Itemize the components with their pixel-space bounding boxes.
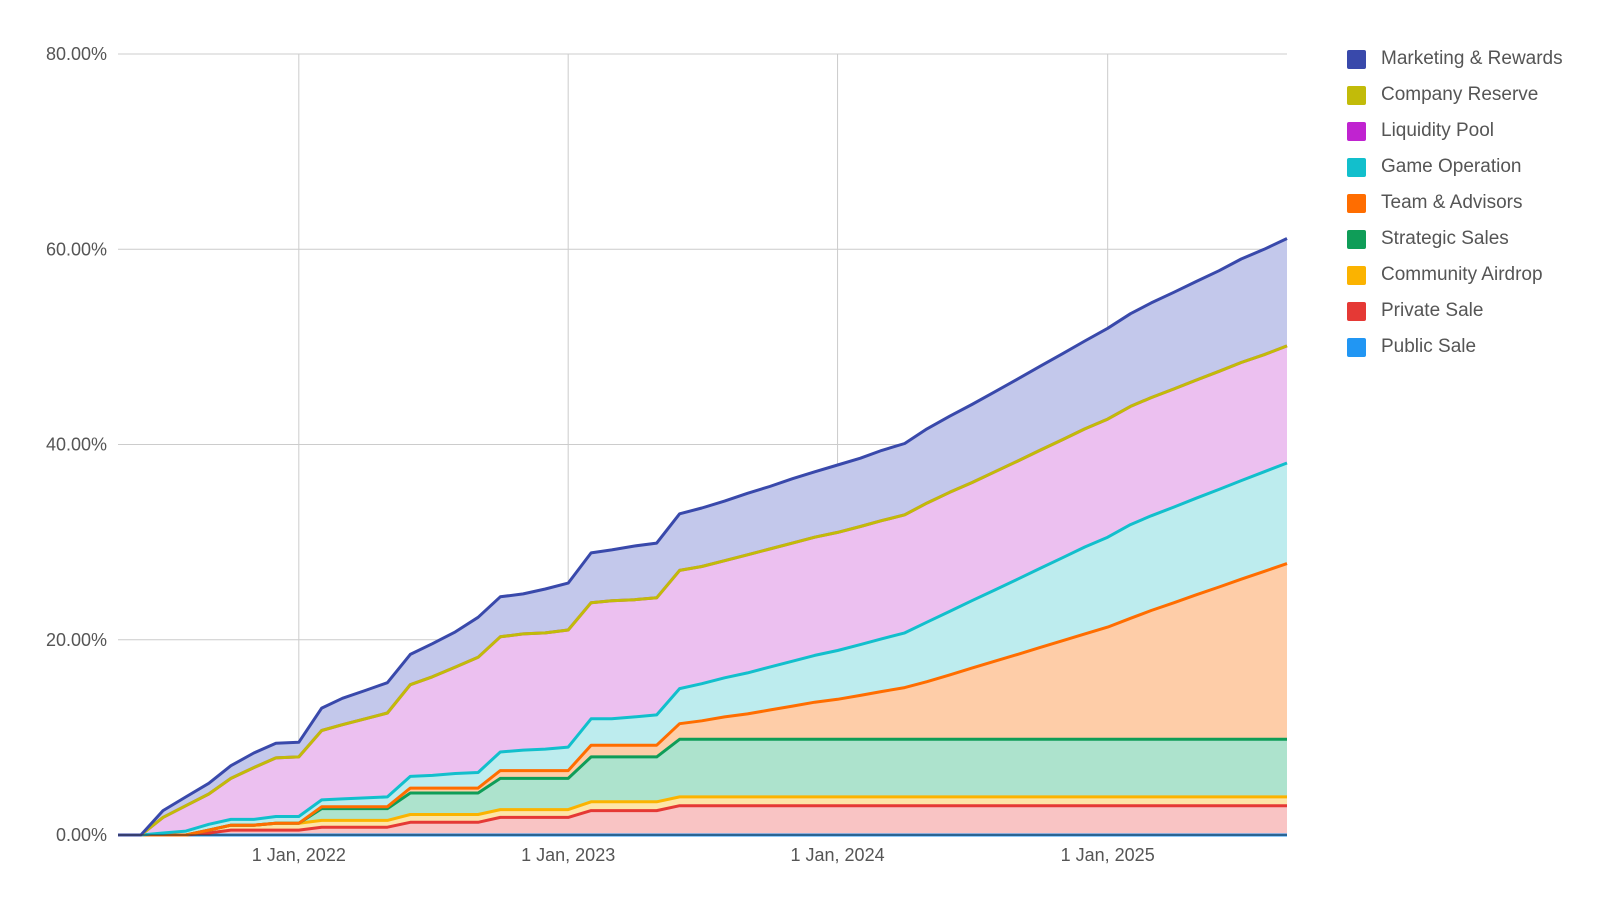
legend-label: Strategic Sales xyxy=(1381,228,1509,249)
axes: 0.00% 20.00% 40.00% 60.00% 80.00% 1 Jan, 2022… xyxy=(46,44,1287,865)
legend-item: Private Sale xyxy=(1347,293,1563,329)
legend-label: Game Operation xyxy=(1381,156,1522,177)
legend-label: Private Sale xyxy=(1381,300,1484,321)
legend-item: Company Reserve xyxy=(1347,77,1563,113)
legend-item: Marketing & Rewards xyxy=(1347,41,1563,77)
line-team-advisors xyxy=(118,562,1288,837)
line-private-sale xyxy=(118,804,1287,837)
legend-item: Liquidity Pool xyxy=(1347,113,1563,149)
legend-item: Strategic Sales xyxy=(1347,221,1563,257)
area-marketing-rewards xyxy=(118,238,1287,835)
y-tick-label: 60.00% xyxy=(46,239,107,259)
x-tick-label: 1 Jan, 2024 xyxy=(791,845,885,865)
legend-swatch xyxy=(1347,337,1366,357)
x-tick-label: 1 Jan, 2025 xyxy=(1061,845,1155,865)
area-private-sale xyxy=(118,805,1287,835)
legend-label: Public Sale xyxy=(1381,336,1477,357)
legend-label: Marketing & Rewards xyxy=(1381,48,1563,69)
x-tick-label: 1 Jan, 2022 xyxy=(252,845,346,865)
x-tick-label: 1 Jan, 2023 xyxy=(521,845,615,865)
area-strategic-sales xyxy=(118,739,1287,835)
legend-label: Team & Advisors xyxy=(1381,192,1523,213)
line-company-reserve xyxy=(118,344,1288,837)
line-marketing-rewards xyxy=(118,237,1288,837)
y-tick-label: 80.00% xyxy=(46,44,107,64)
area-team-advisors xyxy=(118,563,1287,835)
legend-swatch xyxy=(1347,85,1366,105)
legend-swatch xyxy=(1347,265,1366,285)
legend-swatch xyxy=(1347,193,1366,213)
line-community-airdrop xyxy=(118,795,1287,837)
chart-legend: Marketing & Rewards Company Reserve Liquid… xyxy=(1347,41,1563,365)
legend-item: Community Airdrop xyxy=(1347,257,1563,293)
y-tick-label: 20.00% xyxy=(46,630,107,650)
legend-label: Liquidity Pool xyxy=(1381,120,1495,141)
legend-label: Community Airdrop xyxy=(1381,264,1543,285)
legend-swatch xyxy=(1347,121,1366,141)
legend-swatch xyxy=(1347,157,1366,177)
legend-swatch xyxy=(1347,301,1366,321)
legend-item: Public Sale xyxy=(1347,329,1563,365)
legend-label: Company Reserve xyxy=(1381,84,1539,105)
legend-swatch xyxy=(1347,229,1366,249)
series-areas xyxy=(118,238,1287,835)
y-tick-label: 40.00% xyxy=(46,435,107,455)
y-tick-label: 0.00% xyxy=(56,825,107,845)
legend-swatch xyxy=(1347,49,1366,69)
area-liquidity-pool xyxy=(118,345,1287,835)
legend-item: Team & Advisors xyxy=(1347,185,1563,221)
line-game-operation xyxy=(118,461,1288,837)
legend-item: Game Operation xyxy=(1347,149,1563,185)
